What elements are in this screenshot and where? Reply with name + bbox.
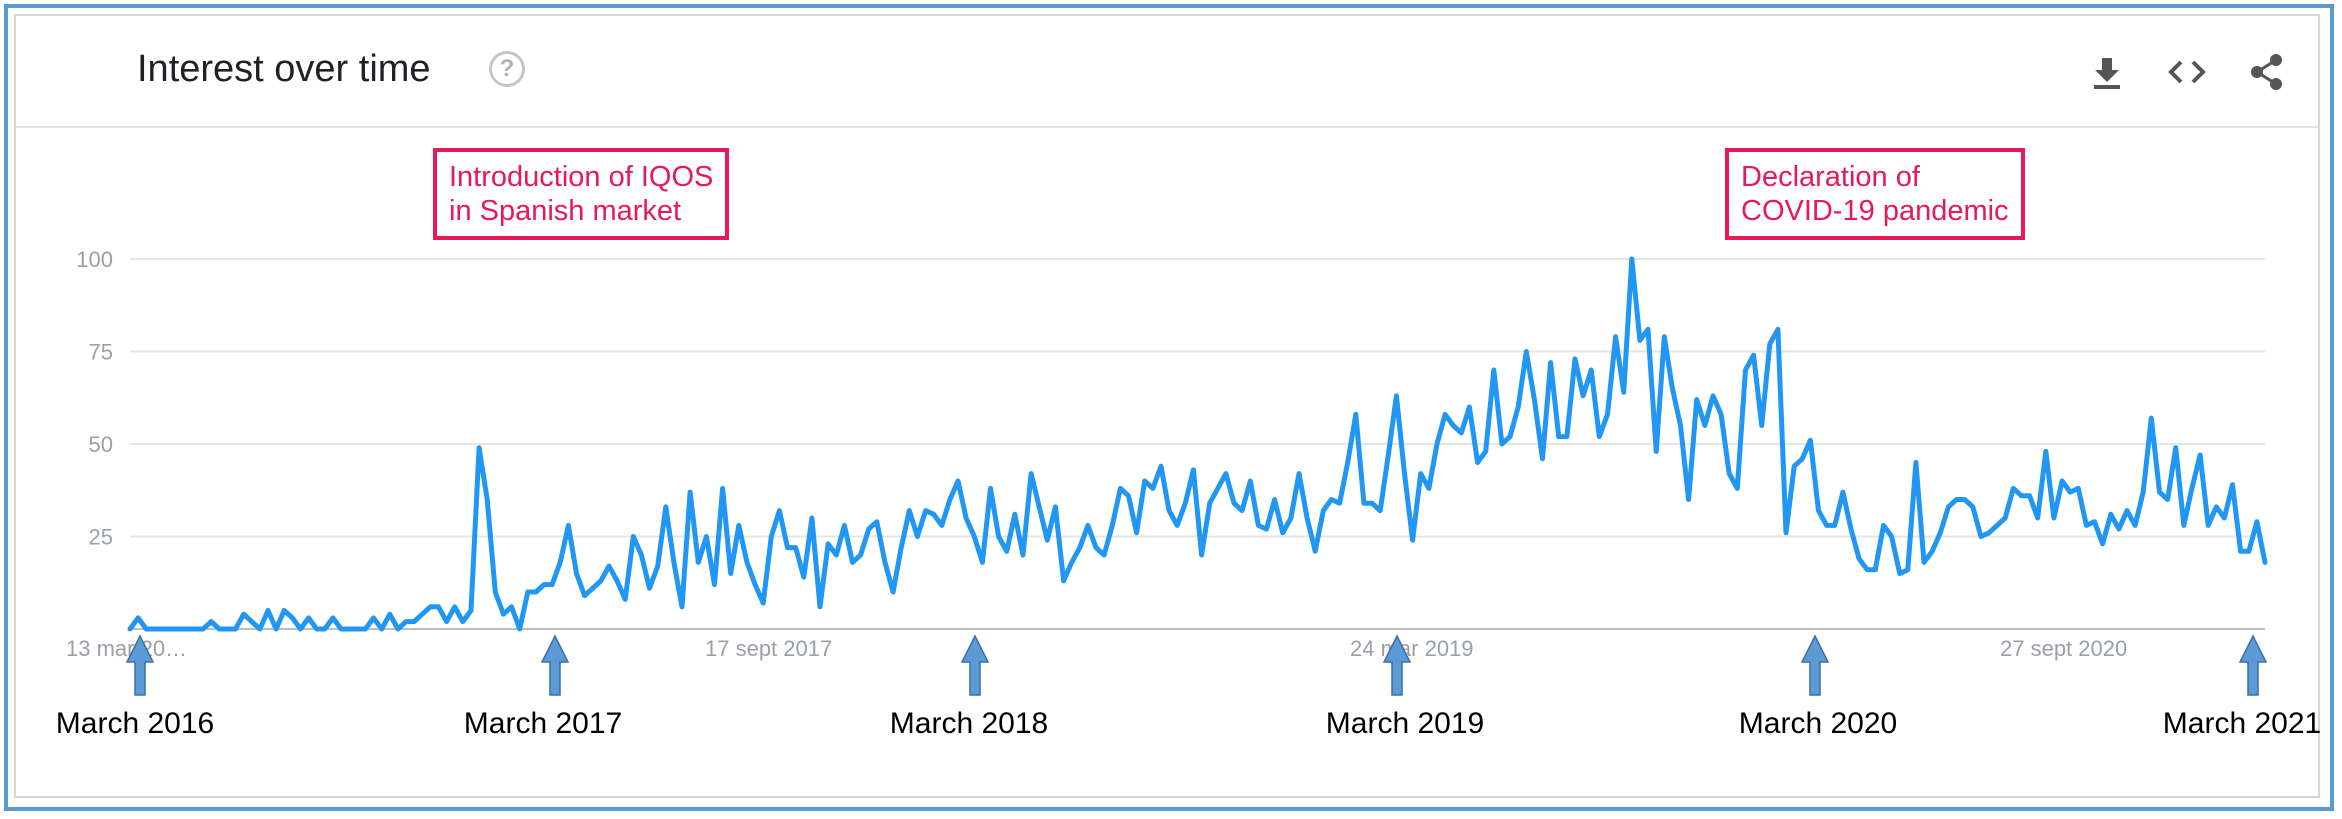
share-icon[interactable] [2247,52,2287,92]
annotation-iqos: Introduction of IQOS in Spanish market [433,148,730,240]
annotation-line: in Spanish market [449,195,682,227]
marker-arrow-icon [960,634,990,696]
download-icon[interactable] [2087,52,2127,92]
series-line [127,256,2268,632]
marker-arrow-icon [1382,634,1412,696]
marker-arrow-icon [1800,634,1830,696]
embed-icon[interactable] [2167,52,2207,92]
x-tick-label: 24 mar 2019 [1350,636,1474,661]
y-tick-label: 25 [89,525,113,550]
annotation-line: Introduction of IQOS [449,161,714,193]
marker-arrow-icon [125,634,155,696]
marker-label: March 2017 [463,707,623,740]
chart-card [14,14,2320,798]
annotation-line: COVID-19 pandemic [1741,195,2009,227]
marker-arrow-icon [540,634,570,696]
help-icon[interactable]: ? [489,51,525,87]
x-tick-label: 13 mar 20… [66,636,187,661]
y-tick-label: 100 [76,247,113,272]
chart-title: Interest over time [137,48,431,90]
marker-label: March 2021 [2162,707,2322,740]
marker-label: March 2016 [55,707,215,740]
marker-label: March 2019 [1325,707,1485,740]
x-tick-label: 27 sept 2020 [2000,636,2127,661]
marker-label: March 2020 [1738,707,1898,740]
marker-label: March 2018 [889,707,1049,740]
y-tick-label: 75 [89,340,113,365]
outer-frame [4,4,2334,811]
annotation-line: Declaration of [1741,161,1920,193]
x-tick-label: 17 sept 2017 [705,636,832,661]
marker-arrow-icon [2238,634,2268,696]
header-divider [16,126,2318,128]
y-tick-label: 50 [89,432,113,457]
annotation-covid: Declaration of COVID-19 pandemic [1725,148,2025,240]
